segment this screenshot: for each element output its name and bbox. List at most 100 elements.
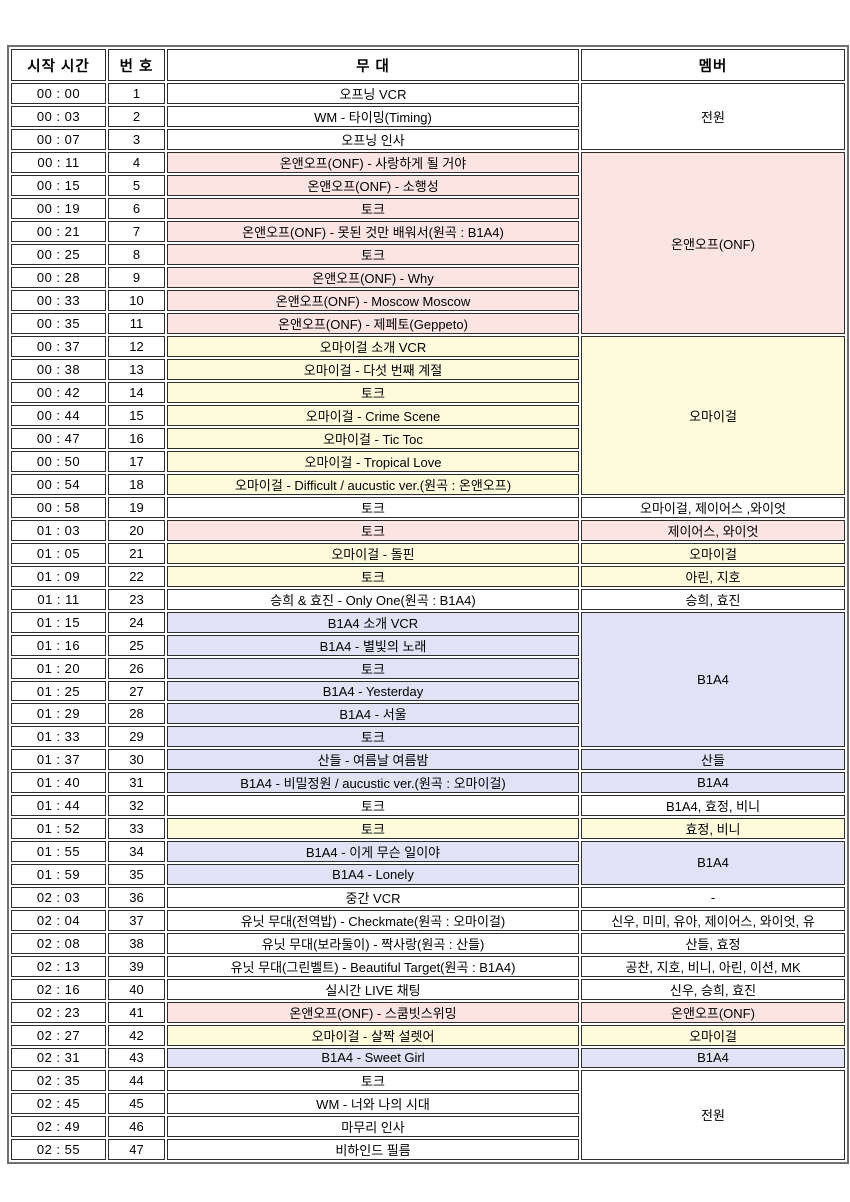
table-row: 02 : 13 39 유닛 무대(그린벨트) - Beautiful Target(… [11,955,845,977]
time-cell: 01 : 09 [11,566,106,587]
time-cell: 00 : 47 [11,428,106,449]
number-cell: 18 [108,474,165,495]
time-cell: 00 : 28 [11,267,106,288]
time-cell: 00 : 42 [11,382,106,403]
number-cell: 20 [108,520,165,541]
time-cell: 02 : 13 [11,955,106,977]
table-row: 00 : 38 13 오마이걸 - 다섯 번째 계절 [11,359,845,380]
member-cell: 공찬, 지호, 비니, 아린, 이션, MK [581,955,845,977]
number-cell: 5 [108,175,165,196]
number-cell: 43 [108,1047,165,1068]
table-row: 02 : 16 40 실시간 LIVE 채팅 신우, 승희, 효진 [11,978,845,1000]
number-cell: 39 [108,955,165,977]
stage-cell: 온앤오프(ONF) - 스쿰빗스위밍 [167,1001,579,1023]
time-cell: 01 : 59 [11,864,106,885]
time-cell: 00 : 11 [11,152,106,173]
table-row: 01 : 15 24 B1A4 소개 VCR B1A4 [11,612,845,748]
table-row: 00 : 00 1 오프닝 VCR 전원 [11,83,845,150]
stage-cell: 오마이걸 - Difficult / aucustic ver.(원곡 : 온앤… [167,474,579,495]
stage-cell: 산들 - 여름날 여름밤 [167,749,579,771]
number-cell: 10 [108,290,165,311]
number-cell: 37 [108,909,165,931]
table-row: 00 : 47 16 오마이걸 - Tic Toc [11,428,845,449]
table-row: 00 : 03 2 WM - 타이밍(Timing) [11,106,845,127]
table-row: 00 : 21 7 온앤오프(ONF) - 못된 것만 배워서(원곡 : B1A4) [11,221,845,242]
stage-cell: 토크 [167,244,579,265]
stage-cell: 토크 [167,566,579,587]
table-row: 02 : 45 45 WM - 너와 나의 시대 [11,1092,845,1114]
column-header-start-time: 시작 시간 [11,49,106,81]
number-cell: 46 [108,1115,165,1137]
member-cell: 제이어스, 와이엇 [581,520,845,541]
stage-cell: 토크 [167,795,579,817]
stage-cell: 오마이걸 - Tic Toc [167,428,579,449]
table-row: 01 : 05 21 오마이걸 - 돌핀 오마이걸 [11,543,845,564]
stage-cell: 유닛 무대(그린벨트) - Beautiful Target(원곡 : B1A4… [167,955,579,977]
number-cell: 41 [108,1001,165,1023]
time-cell: 02 : 31 [11,1047,106,1068]
time-cell: 01 : 20 [11,658,106,679]
number-cell: 45 [108,1092,165,1114]
table-row: 01 : 37 30 산들 - 여름날 여름밤 산들 [11,749,845,771]
table-row: 01 : 55 34 B1A4 - 이게 무슨 일이야 B1A4 [11,841,845,885]
number-cell: 4 [108,152,165,173]
table-row: 02 : 27 42 오마이걸 - 살짝 설렛어 오마이걸 [11,1024,845,1046]
table-row: 02 : 31 43 B1A4 - Sweet Girl B1A4 [11,1047,845,1068]
time-cell: 00 : 07 [11,129,106,150]
stage-cell: 온앤오프(ONF) - Why [167,267,579,288]
table-row: 01 : 25 27 B1A4 - Yesterday [11,681,845,702]
member-cell: 오마이걸 [581,336,845,495]
column-header-stage: 무 대 [167,49,579,81]
member-cell: B1A4 [581,612,845,748]
stage-cell: B1A4 - 별빛의 노래 [167,635,579,656]
number-cell: 8 [108,244,165,265]
table-row: 02 : 35 44 토크 전원 [11,1069,845,1160]
time-cell: 00 : 35 [11,313,106,334]
number-cell: 21 [108,543,165,564]
time-cell: 00 : 33 [11,290,106,311]
time-cell: 01 : 25 [11,681,106,702]
stage-cell: 오마이걸 소개 VCR [167,336,579,357]
member-cell: 신우, 승희, 효진 [581,978,845,1000]
stage-cell: B1A4 - Lonely [167,864,579,885]
stage-cell: B1A4 - Yesterday [167,681,579,702]
table-row: 00 : 11 4 온앤오프(ONF) - 사랑하게 될 거야 온앤오프(ONF) [11,152,845,334]
time-cell: 00 : 21 [11,221,106,242]
table-row: 01 : 29 28 B1A4 - 서울 [11,703,845,725]
number-cell: 11 [108,313,165,334]
stage-cell: 토크 [167,658,579,679]
time-cell: 02 : 08 [11,932,106,954]
stage-cell: 온앤오프(ONF) - 소행성 [167,175,579,196]
stage-cell: 오프닝 인사 [167,129,579,150]
stage-cell: 오마이걸 - Crime Scene [167,405,579,426]
stage-cell: 오마이걸 - 다섯 번째 계절 [167,359,579,380]
number-cell: 47 [108,1138,165,1160]
number-cell: 29 [108,726,165,748]
table-row: 01 : 59 35 B1A4 - Lonely [11,864,845,885]
table-row: 02 : 49 46 마무리 인사 [11,1115,845,1137]
time-cell: 02 : 27 [11,1024,106,1046]
time-cell: 01 : 55 [11,841,106,863]
member-cell: 오마이걸 [581,1024,845,1046]
member-cell: 오마이걸, 제이어스 ,와이엇 [581,497,845,518]
member-cell: 승희, 효진 [581,589,845,610]
time-cell: 00 : 03 [11,106,106,127]
member-cell: B1A4 [581,1047,845,1068]
table-row: 00 : 50 17 오마이걸 - Tropical Love [11,451,845,472]
column-header-members: 멤버 [581,49,845,81]
number-cell: 24 [108,612,165,633]
stage-cell: 토크 [167,520,579,541]
stage-cell: 온앤오프(ONF) - Moscow Moscow [167,290,579,311]
table-row: 02 : 23 41 온앤오프(ONF) - 스쿰빗스위밍 온앤오프(ONF) [11,1001,845,1023]
number-cell: 16 [108,428,165,449]
time-cell: 02 : 03 [11,886,106,908]
number-cell: 42 [108,1024,165,1046]
stage-cell: 유닛 무대(전역밥) - Checkmate(원곡 : 오마이걸) [167,909,579,931]
number-cell: 40 [108,978,165,1000]
stage-cell: 오마이걸 - 돌핀 [167,543,579,564]
stage-cell: 유닛 무대(보라둘이) - 짝사랑(원곡 : 산들) [167,932,579,954]
table-row: 00 : 07 3 오프닝 인사 [11,129,845,150]
time-cell: 00 : 50 [11,451,106,472]
stage-cell: WM - 너와 나의 시대 [167,1092,579,1114]
table-row: 01 : 11 23 승희 & 효진 - Only One(원곡 : B1A4) 승희… [11,589,845,610]
